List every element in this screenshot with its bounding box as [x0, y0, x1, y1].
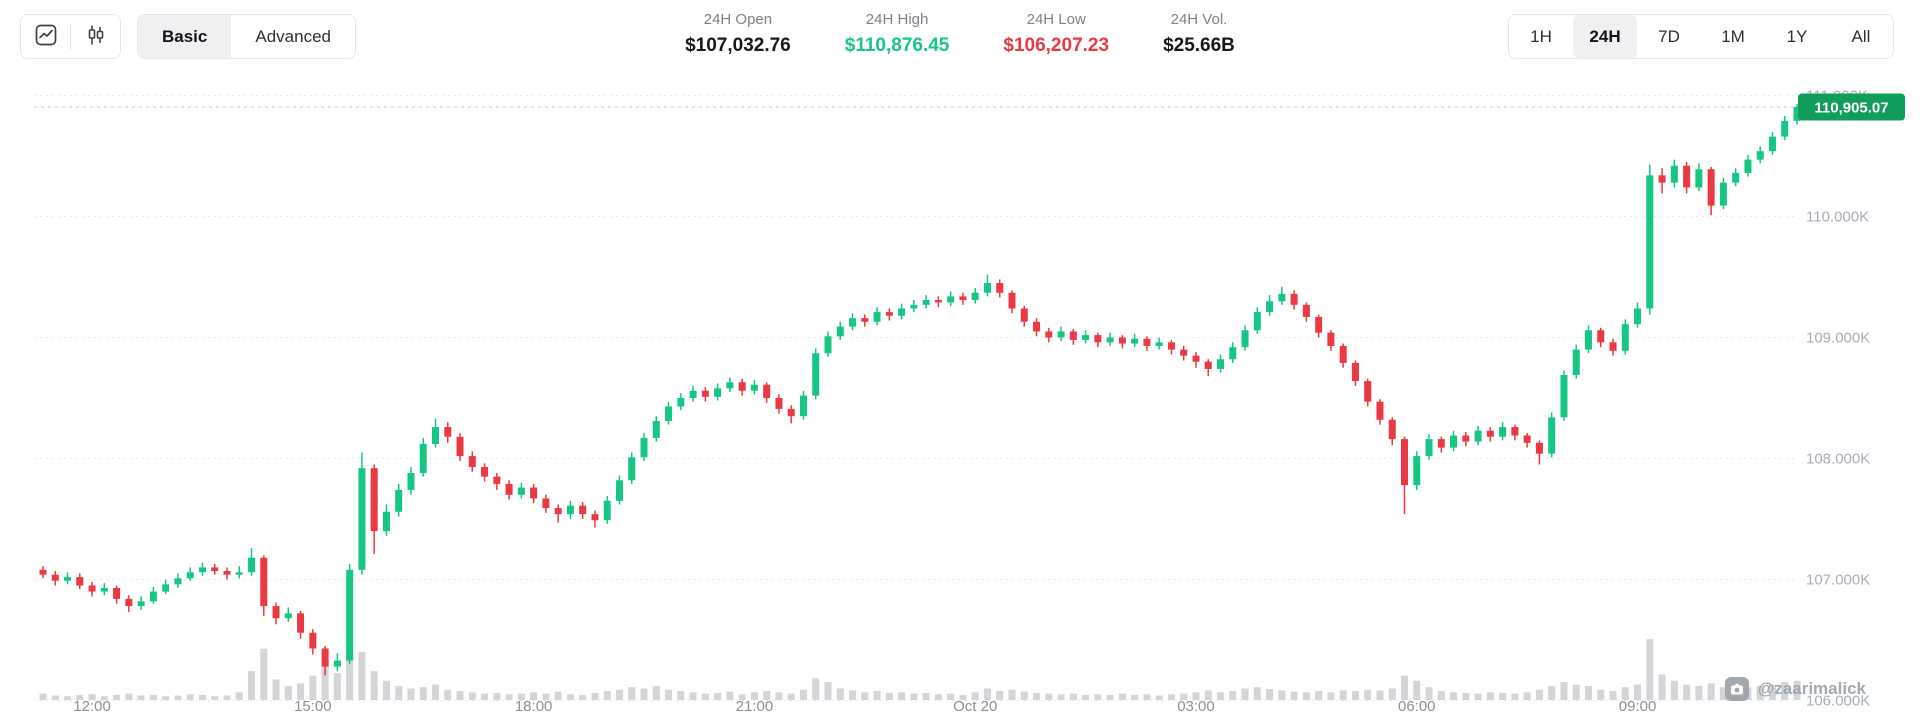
stat-24h-low: 24H Low $106,207.23 [1003, 11, 1109, 57]
stat-24h-open: 24H Open $107,032.76 [685, 11, 791, 57]
line-chart-icon [35, 24, 57, 49]
svg-text:03:00: 03:00 [1177, 698, 1215, 715]
range-1y[interactable]: 1Y [1765, 15, 1829, 58]
divider [70, 23, 71, 50]
candlestick-icon [85, 24, 107, 49]
mode-toggle: Basic Advanced [137, 14, 356, 59]
stat-value: $107,032.76 [685, 35, 791, 56]
chart-type-group [20, 14, 121, 59]
svg-text:12:00: 12:00 [73, 698, 111, 715]
range-1h[interactable]: 1H [1509, 15, 1573, 58]
stat-value: $110,876.45 [844, 35, 950, 56]
svg-text:107.000K: 107.000K [1806, 572, 1870, 589]
stat-label: 24H High [865, 11, 929, 28]
candlesticks [39, 103, 1801, 676]
chart-toolbar: Basic Advanced 24H Open $107,032.76 24H … [0, 0, 1920, 73]
watermark-text: @zaarimalick [1757, 679, 1866, 698]
svg-text:06:00: 06:00 [1398, 698, 1436, 715]
range-selector: 1H 24H 7D 1M 1Y All [1508, 14, 1894, 59]
stat-value: $106,207.23 [1003, 35, 1110, 56]
range-all[interactable]: All [1829, 15, 1893, 58]
basic-mode-button[interactable]: Basic [138, 15, 232, 58]
stats-bar: 24H Open $107,032.76 24H High $110,876.4… [685, 11, 1235, 57]
stat-24h-volume: 24H Vol. $25.66B [1163, 11, 1235, 57]
range-1m[interactable]: 1M [1701, 15, 1765, 58]
left-controls: Basic Advanced [20, 14, 356, 59]
svg-text:15:00: 15:00 [294, 698, 332, 715]
svg-text:108.000K: 108.000K [1806, 451, 1870, 468]
svg-text:106.000K: 106.000K [1806, 693, 1870, 710]
gridlines: 111.000K110.000K109.000K108.000K107.000K… [34, 88, 1870, 710]
last-price-badge: 110,905.07 [34, 93, 1905, 121]
x-axis-labels: 12:00 15:00 18:00 21:00 Oct 20 03:00 06:00 09:0… [73, 698, 1656, 715]
advanced-mode-button[interactable]: Advanced [231, 15, 355, 58]
range-24h[interactable]: 24H [1573, 15, 1637, 58]
stat-value: $25.66B [1163, 35, 1235, 56]
line-chart-button[interactable] [21, 15, 70, 58]
candlestick-chart-button[interactable] [71, 15, 120, 58]
camera-icon [1724, 677, 1749, 701]
svg-text:09:00: 09:00 [1619, 698, 1657, 715]
svg-text:110,905.07: 110,905.07 [1814, 99, 1888, 116]
svg-text:110.000K: 110.000K [1806, 209, 1869, 226]
stat-label: 24H Vol. [1170, 11, 1228, 28]
range-7d[interactable]: 7D [1637, 15, 1701, 58]
svg-text:109.000K: 109.000K [1806, 330, 1870, 347]
volume-bars [39, 639, 1801, 700]
stat-label: 24H Low [1026, 11, 1086, 28]
svg-text:21:00: 21:00 [736, 698, 774, 715]
stat-label: 24H Open [703, 11, 773, 28]
svg-text:Oct 20: Oct 20 [953, 698, 997, 715]
watermark: @zaarimalick [1724, 677, 1866, 701]
stat-24h-high: 24H High $110,876.45 [845, 11, 950, 57]
svg-text:18:00: 18:00 [515, 698, 553, 715]
